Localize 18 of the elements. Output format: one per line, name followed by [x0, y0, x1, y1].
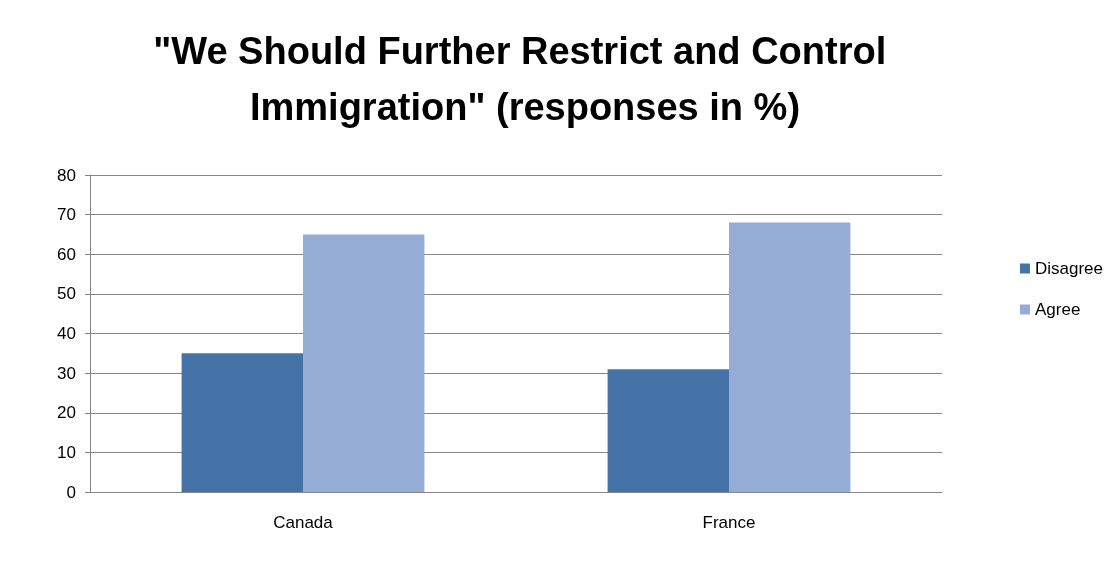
y-tick-label: 80: [57, 165, 76, 185]
legend-label: Agree: [1034, 300, 1081, 319]
y-tick-label: 20: [57, 403, 76, 423]
y-tick-label: 0: [66, 482, 76, 502]
y-tick-label: 60: [57, 244, 76, 264]
bar: [729, 222, 851, 492]
y-tick-label: 10: [57, 442, 76, 462]
y-tick-label: 50: [57, 284, 76, 304]
bar: [303, 234, 425, 492]
x-tick-label: Canada: [273, 513, 334, 532]
y-tick-label: 30: [57, 363, 76, 383]
x-tick-label: France: [702, 513, 756, 532]
bar: [181, 353, 303, 492]
y-tick-label: 40: [57, 324, 76, 343]
legend-label: Disagree: [1034, 259, 1104, 278]
chart-title: "We Should Further Restrict and Control Immigration" (responses in %): [153, 30, 897, 128]
bar: [607, 369, 729, 492]
y-tick-label: 70: [57, 205, 76, 225]
